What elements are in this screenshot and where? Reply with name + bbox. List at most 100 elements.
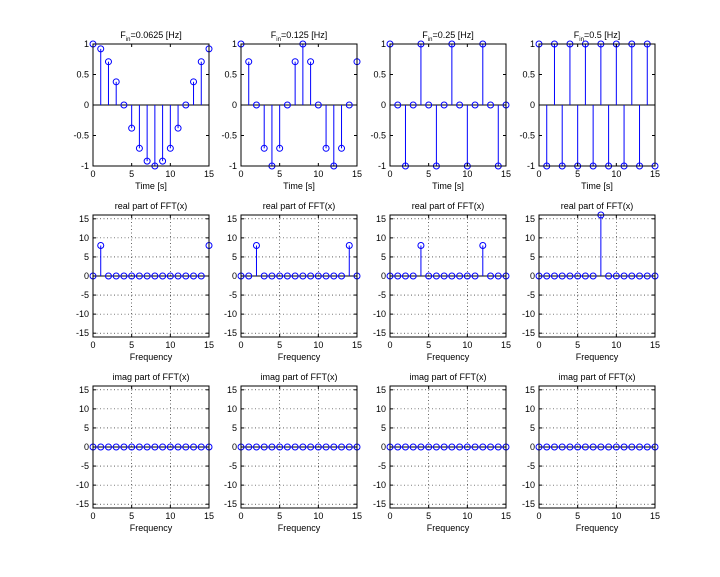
x-tick-label: 15 [204,340,214,350]
x-axis-label: Frequency [278,523,321,533]
x-tick-label: 5 [277,511,282,521]
y-tick-label: -5 [229,290,237,300]
stem-marker [409,443,417,451]
stem-marker [440,101,448,109]
x-tick-label: 5 [277,169,282,179]
subplot-title: Fin=0.0625 [Hz] [120,30,181,43]
y-tick-label: 0 [381,100,386,110]
y-tick-label: 0 [84,100,89,110]
y-tick-label: -0.5 [221,131,237,141]
x-tick-label: 15 [204,169,214,179]
y-tick-label: 10 [79,404,89,414]
stem-marker [104,272,112,280]
x-tick-label: 5 [426,511,431,521]
stem-marker [581,443,589,451]
y-tick-label: 15 [227,385,237,395]
stem-marker [151,272,159,280]
stem-marker [425,272,433,280]
stem-marker [104,443,112,451]
x-axis-label: Frequency [576,523,619,533]
stem-marker [463,272,471,280]
x-axis-label: Frequency [427,523,470,533]
x-tick-label: 10 [165,169,175,179]
stem-marker [432,443,440,451]
x-tick-label: 15 [204,511,214,521]
stem-marker [425,443,433,451]
y-tick-label: -10 [373,309,386,319]
stem-marker [566,272,574,280]
stem-marker [628,443,636,451]
stem-marker [159,272,167,280]
x-tick-label: 15 [501,511,511,521]
x-axis-label: Frequency [130,352,173,362]
stem-marker [151,443,159,451]
x-axis-label: Time [s] [135,181,167,191]
stem-marker [338,272,346,280]
stem-marker [268,443,276,451]
x-axis-label: Frequency [278,352,321,362]
stem-marker [299,272,307,280]
y-tick-label: -0.5 [73,131,89,141]
x-tick-label: 10 [165,511,175,521]
stem-marker [268,272,276,280]
stem-marker [291,443,299,451]
subplot-r2c2: 0 5 10 15 -15 -10 -5 0 5 10 15 imag part of FFT(x) F… [373,372,511,533]
y-tick-label: 0.5 [522,70,535,80]
x-tick-label: 10 [611,169,621,179]
stem-marker [471,443,479,451]
stem-marker [135,272,143,280]
y-tick-label: -10 [224,309,237,319]
x-tick-label: 15 [650,340,660,350]
x-tick-label: 15 [650,169,660,179]
stem-marker [401,443,409,451]
stem-marker [338,144,346,152]
stem-marker [636,272,644,280]
stem-marker [432,272,440,280]
x-tick-label: 0 [238,511,243,521]
stem-marker [463,443,471,451]
stem-marker [307,58,315,66]
stem-marker [97,443,105,451]
y-tick-label: 0.5 [224,70,237,80]
x-tick-label: 0 [536,511,541,521]
stem-marker [291,272,299,280]
stem-marker [143,157,151,165]
y-tick-label: 5 [381,423,386,433]
y-tick-label: 0 [84,271,89,281]
y-tick-label: 1 [84,39,89,49]
stem-marker [291,58,299,66]
stem-marker [252,443,260,451]
stem-marker [97,242,105,249]
stem-marker [612,272,620,280]
y-tick-label: 15 [227,214,237,224]
stem-marker [440,443,448,451]
stem-marker [159,157,167,165]
stem-marker [252,242,260,249]
stem-marker [197,272,205,280]
subplot-title: Fin=0.5 [Hz] [574,30,620,43]
y-tick-label: -5 [378,461,386,471]
x-axis-label: Time [s] [581,181,613,191]
x-axis-label: Frequency [576,352,619,362]
stem-marker [182,443,190,451]
x-tick-label: 5 [129,511,134,521]
y-tick-label: 1 [530,39,535,49]
stem-marker [314,443,322,451]
subplot-title: Fin=0.25 [Hz] [422,30,473,43]
subplot-title: imag part of FFT(x) [260,372,337,382]
y-tick-label: -15 [76,328,89,338]
stem-marker [120,101,128,109]
stem-marker [612,443,620,451]
stem-marker [456,272,464,280]
stem-marker [276,144,284,152]
y-tick-label: 5 [84,252,89,262]
x-tick-label: 0 [90,511,95,521]
stem-marker [143,272,151,280]
stem-marker [314,272,322,280]
stem-marker [182,101,190,109]
stem-marker [260,144,268,152]
subplot-title: imag part of FFT(x) [409,372,486,382]
subplot-r0c0: 0 5 10 15 -1 -0.5 0 0.5 1 Fin=0.0625 [Hz] Time [s] [73,30,214,191]
subplot-r1c0: 0 5 10 15 -15 -10 -5 0 5 10 15 real part of FFT(x) F… [76,201,214,362]
